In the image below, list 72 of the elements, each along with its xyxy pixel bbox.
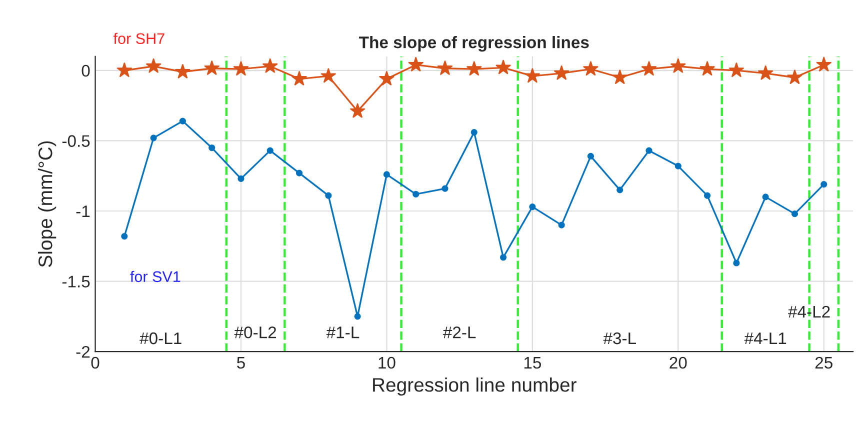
annotation: #2-L — [442, 326, 476, 338]
point — [121, 233, 128, 240]
y-tick-label: -0.5 — [62, 135, 90, 147]
annotation: #4-L1 — [744, 332, 786, 344]
point — [670, 58, 686, 73]
y-tick-label: 0 — [82, 64, 90, 77]
y-tick-label: -2 — [76, 346, 90, 358]
point — [587, 152, 594, 160]
point — [325, 192, 332, 199]
point — [820, 181, 828, 188]
point — [791, 210, 798, 218]
point — [233, 60, 249, 76]
point — [354, 313, 361, 320]
point — [786, 69, 803, 84]
annotation: #0-L2 — [234, 326, 276, 338]
point — [704, 192, 711, 199]
point — [495, 60, 512, 74]
point — [320, 68, 336, 83]
x-tick-label: 20 — [670, 356, 687, 369]
point — [437, 60, 453, 76]
point — [296, 170, 303, 176]
point — [378, 70, 394, 86]
point — [762, 194, 769, 200]
point — [674, 162, 682, 170]
point — [733, 260, 740, 266]
point — [146, 58, 162, 73]
x-tick-label: 25 — [815, 356, 832, 369]
point — [758, 65, 774, 80]
point — [116, 62, 132, 78]
point — [291, 70, 308, 86]
x-axis-title: Regression line number — [373, 377, 576, 396]
y-tick-label: -1.5 — [62, 276, 90, 288]
point — [179, 118, 186, 124]
point — [174, 64, 190, 79]
point — [646, 147, 652, 154]
point — [470, 129, 478, 136]
x-tick-label: 0 — [91, 356, 100, 369]
point — [700, 60, 716, 76]
chart-title: The slope of regression lines — [359, 36, 589, 52]
point — [350, 103, 366, 118]
point — [616, 186, 624, 194]
point — [150, 134, 157, 142]
y-tick-label: -1 — [76, 206, 90, 218]
point — [524, 68, 540, 83]
point — [612, 69, 628, 84]
point — [262, 58, 278, 73]
point — [208, 144, 216, 152]
point — [383, 171, 390, 178]
x-tick-label: 5 — [237, 357, 245, 369]
annotation: #1-L — [326, 326, 360, 338]
point — [500, 254, 507, 261]
series-label: for SH7 — [114, 32, 164, 44]
point — [408, 56, 424, 72]
text: for SV1 — [130, 270, 180, 282]
annotation: #0-L1 — [140, 332, 182, 344]
point — [554, 65, 570, 80]
point — [728, 62, 744, 78]
point — [266, 147, 274, 154]
point — [529, 203, 536, 210]
point — [442, 185, 448, 192]
point — [412, 190, 420, 198]
annotation: #3-L — [603, 332, 636, 344]
point — [582, 60, 598, 76]
point — [238, 175, 244, 182]
point — [558, 222, 565, 228]
point — [466, 60, 482, 76]
point — [816, 56, 832, 72]
x-tick-label: 15 — [524, 357, 541, 369]
point — [204, 60, 220, 76]
y-axis-title: Slope (mm/°C) — [38, 141, 56, 267]
x-tick-label: 10 — [378, 356, 396, 369]
point — [641, 60, 657, 76]
